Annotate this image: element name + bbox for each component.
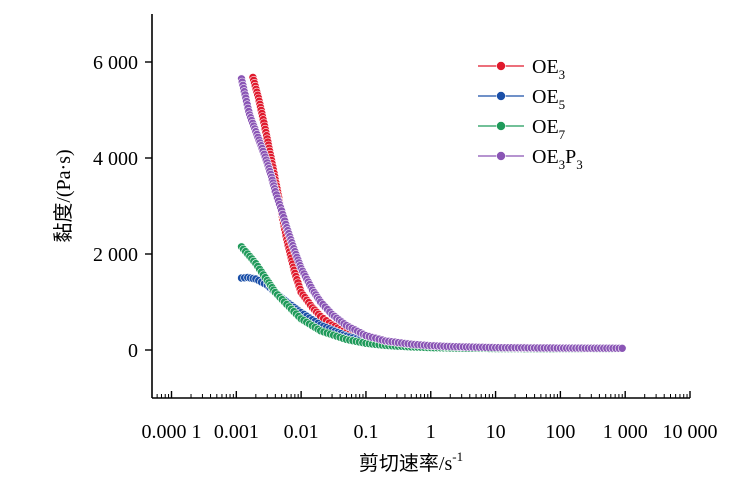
legend-marker bbox=[496, 121, 506, 131]
legend-marker bbox=[496, 61, 506, 71]
legend-label: OE5 bbox=[532, 86, 565, 112]
x-tick-label: 1 000 bbox=[603, 421, 648, 443]
ticks-layer: 0 2 000 4 000 6 000 0.000 1 0.001 0.01 0.1 1 10 10… bbox=[93, 52, 718, 443]
legend-marker bbox=[496, 151, 506, 161]
y-tick-label: 6 000 bbox=[93, 52, 138, 74]
data-point bbox=[617, 343, 627, 353]
x-tick-label: 10 000 bbox=[663, 421, 718, 443]
series-OE3P3 bbox=[237, 74, 627, 353]
legend-label: OE3P3 bbox=[532, 146, 583, 172]
x-axis-title-sup: -1 bbox=[452, 449, 463, 464]
legend-label: OE7 bbox=[532, 116, 566, 142]
y-axis-title: 黏度/(Pa·s) bbox=[52, 149, 75, 242]
x-axis-title: 剪切速率/s-1 bbox=[359, 449, 463, 475]
legend-item: OE3P3 bbox=[478, 146, 583, 172]
y-tick-label: 0 bbox=[128, 340, 138, 362]
legend: OE3 OE5 OE7 OE3P3 bbox=[478, 56, 583, 172]
x-tick-label: 0.001 bbox=[214, 421, 259, 443]
x-tick-label: 100 bbox=[545, 421, 575, 443]
series-layer bbox=[237, 73, 627, 354]
y-tick-label: 2 000 bbox=[93, 244, 138, 266]
x-axis-title-main: 剪切速率/s bbox=[359, 452, 453, 475]
legend-item: OE3 bbox=[478, 56, 565, 82]
x-tick-label: 0.1 bbox=[353, 421, 378, 443]
legend-item: OE7 bbox=[478, 116, 566, 142]
x-tick-label: 10 bbox=[486, 421, 506, 443]
legend-marker bbox=[496, 91, 506, 101]
x-tick-label: 1 bbox=[426, 421, 436, 443]
legend-label: OE3 bbox=[532, 56, 565, 82]
x-tick-label: 0.01 bbox=[284, 421, 319, 443]
legend-item: OE5 bbox=[478, 86, 565, 112]
y-tick-label: 4 000 bbox=[93, 148, 138, 170]
x-tick-label: 0.000 1 bbox=[142, 421, 202, 443]
axes-layer bbox=[151, 14, 690, 399]
